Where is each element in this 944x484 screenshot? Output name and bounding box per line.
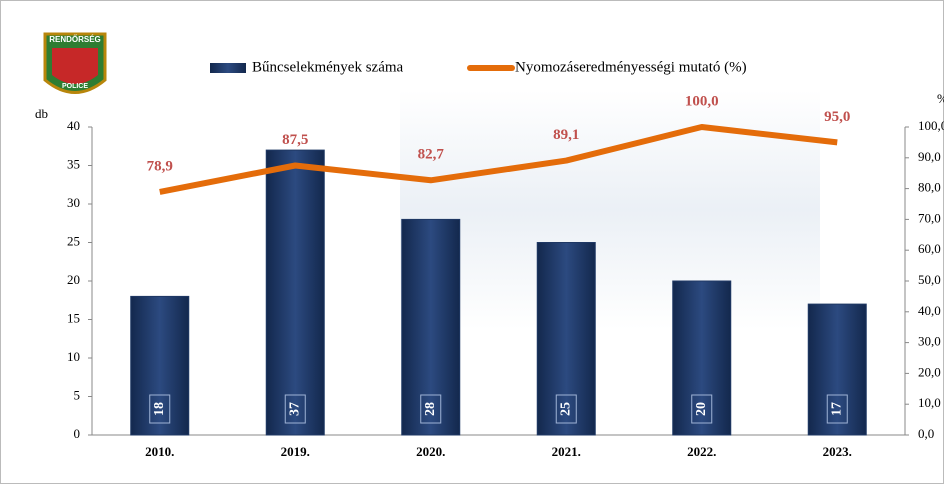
y-axis-label: db: [35, 106, 48, 121]
legend-label: Bűncselekmények száma: [252, 59, 404, 75]
y2-tick-label: 0,0: [918, 426, 934, 441]
line-value-label: 89,1: [553, 127, 579, 143]
chart: RENDŐRSÉG POLICE db % 0 5 10 15 20 25 30 35 40 0,…: [0, 0, 944, 484]
y2-tick-label: 80,0: [918, 180, 941, 195]
y-tick-label: 0: [74, 426, 81, 441]
y2-tick-label: 60,0: [918, 241, 941, 256]
y2-tick-label: 30,0: [918, 334, 941, 349]
legend-swatch: [210, 63, 246, 73]
y-tick-label: 35: [67, 156, 80, 171]
bar-value-label: 37: [287, 402, 302, 416]
bar: [266, 150, 324, 435]
line-value-label: 82,7: [418, 147, 445, 163]
legend-label: Nyomozáseredményességi mutató (%): [515, 59, 747, 75]
y-tick-label: 20: [67, 272, 80, 287]
line-value-label: 87,5: [282, 132, 308, 148]
logo-bottom: POLICE: [62, 83, 88, 90]
bar-value-label: 28: [423, 402, 438, 416]
y2-tick-label: 20,0: [918, 364, 941, 379]
y-tick-label: 30: [67, 195, 80, 210]
y2-tick-label: 10,0: [918, 395, 941, 410]
y-tick-label: 25: [67, 233, 80, 248]
y2-axis-label: %: [937, 91, 944, 106]
x-tick-label: 2021.: [552, 444, 581, 459]
logo-inner: [52, 48, 98, 84]
line-value-label: 95,0: [824, 109, 850, 125]
y-tick-label: 10: [67, 349, 80, 364]
page: RENDŐRSÉG POLICE db % 0 5 10 15 20 25 30 35 40 0,…: [0, 0, 944, 484]
y2-tick-label: 90,0: [918, 149, 941, 164]
y-tick-label: 5: [74, 387, 81, 402]
y-tick-label: 40: [67, 118, 80, 133]
y2-tick-label: 70,0: [918, 210, 941, 225]
x-tick-label: 2019.: [281, 444, 310, 459]
bar-value-label: 20: [694, 402, 709, 416]
logo-top: RENDŐRSÉG: [49, 35, 101, 44]
bar-value-label: 25: [558, 402, 573, 416]
background-image: [400, 90, 820, 330]
x-tick-label: 2010.: [145, 444, 174, 459]
y-tick-label: 15: [67, 310, 80, 325]
bar-value-label: 18: [152, 402, 167, 416]
x-tick-label: 2020.: [416, 444, 445, 459]
y2-tick-label: 40,0: [918, 303, 941, 318]
x-tick-label: 2023.: [823, 444, 852, 459]
y2-tick-label: 100,0: [918, 118, 944, 133]
y2-tick-label: 50,0: [918, 272, 941, 287]
line-value-label: 78,9: [147, 158, 173, 174]
bar-value-label: 17: [829, 402, 844, 416]
x-tick-label: 2022.: [687, 444, 716, 459]
logo: RENDŐRSÉG POLICE: [45, 34, 105, 93]
line-value-label: 100,0: [685, 93, 719, 109]
